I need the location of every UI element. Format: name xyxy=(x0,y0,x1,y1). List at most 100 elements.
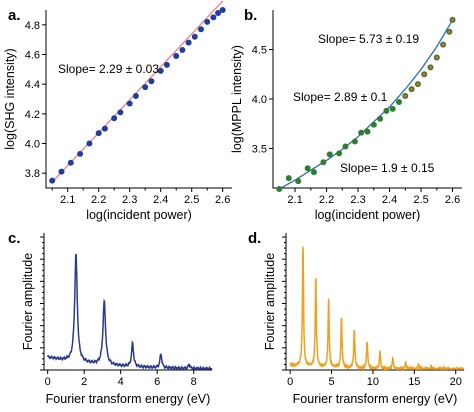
data-point-overlay xyxy=(441,43,445,47)
x-tick-label: 2.3 xyxy=(122,194,137,206)
x-tick-label: 2.2 xyxy=(319,194,334,206)
data-point xyxy=(383,107,390,114)
y-tick-label: 4.5 xyxy=(252,45,267,57)
slope-annotation: Slope= 5.73 ± 0.19 xyxy=(318,32,419,46)
spectrum-line xyxy=(46,253,213,371)
x-axis-label: log(incident power) xyxy=(86,208,192,222)
slope-annotation: Slope= 2.89 ± 0.1 xyxy=(293,90,388,104)
x-tick-label: 2 xyxy=(81,376,87,388)
y-axis-label: log(SHG intensity) xyxy=(3,48,17,149)
data-point-overlay xyxy=(422,72,426,76)
data-point xyxy=(77,150,84,157)
panel-label: c. xyxy=(8,230,21,247)
data-point-overlay xyxy=(410,87,414,91)
data-point xyxy=(86,140,93,147)
x-tick-label: 6 xyxy=(154,376,160,388)
spectrum-line xyxy=(289,246,465,372)
data-point xyxy=(285,175,292,182)
data-point xyxy=(67,159,74,166)
y-axis-label: log(MPPL intensity) xyxy=(230,45,244,153)
data-point xyxy=(210,14,217,21)
data-point xyxy=(173,52,180,59)
data-point xyxy=(49,177,56,184)
data-point xyxy=(377,115,384,122)
data-point xyxy=(336,150,343,157)
data-point xyxy=(370,121,377,128)
data-point xyxy=(304,165,311,172)
data-point xyxy=(132,93,139,100)
data-point xyxy=(219,7,226,13)
data-point xyxy=(320,159,327,166)
data-point xyxy=(163,61,170,68)
data-point xyxy=(204,18,211,25)
data-point-overlay xyxy=(428,65,433,69)
panel-label: d. xyxy=(248,230,261,247)
axis-frame xyxy=(285,233,464,371)
axis-frame xyxy=(45,10,232,189)
data-point xyxy=(198,26,204,33)
x-tick-label: 2.4 xyxy=(382,194,397,206)
axis-frame xyxy=(272,10,462,189)
y-axis-label: Fourier amplitude xyxy=(263,253,277,350)
y-tick-label: 4.0 xyxy=(252,94,267,106)
y-tick-label: 4.2 xyxy=(25,109,40,121)
data-point xyxy=(185,39,192,46)
data-point xyxy=(117,109,124,116)
data-point xyxy=(111,115,118,122)
data-point xyxy=(148,78,155,85)
x-axis-label: Fourier transform energy (eV) xyxy=(293,392,458,406)
y-tick-label: 4.8 xyxy=(25,20,40,32)
x-tick-label: 0 xyxy=(45,376,51,388)
y-tick-label: 4.4 xyxy=(25,79,40,91)
x-tick-label: 2.4 xyxy=(153,194,168,206)
data-point xyxy=(351,138,358,145)
data-point-overlay xyxy=(447,30,451,34)
data-point xyxy=(179,47,186,54)
x-tick-label: 2.1 xyxy=(60,194,75,206)
data-point xyxy=(295,178,302,185)
x-tick-label: 10 xyxy=(367,376,379,388)
data-point xyxy=(215,9,222,16)
data-point xyxy=(396,98,402,105)
data-point xyxy=(364,128,371,135)
x-tick-label: 0 xyxy=(287,376,293,388)
y-tick-label: 4.6 xyxy=(25,50,40,62)
x-axis-label: Fourier transform energy (eV) xyxy=(46,392,211,406)
y-tick-label: 4.0 xyxy=(25,139,40,151)
panel-label: a. xyxy=(8,7,21,24)
data-point xyxy=(95,130,102,137)
data-point-overlay xyxy=(403,94,407,98)
y-axis-label: Fourier amplitude xyxy=(21,253,35,350)
x-axis-label: log(incident power) xyxy=(315,208,421,222)
data-point-overlay xyxy=(416,82,420,86)
data-point xyxy=(326,151,333,158)
data-point xyxy=(358,129,365,136)
data-point xyxy=(191,33,198,40)
panel-label: b. xyxy=(244,7,257,24)
data-point xyxy=(342,143,349,150)
x-tick-label: 2.2 xyxy=(91,194,106,206)
x-tick-label: 20 xyxy=(450,376,462,388)
slope-annotation: Slope= 2.29 ± 0.03 xyxy=(58,62,159,76)
data-point xyxy=(389,105,396,112)
x-tick-label: 2.6 xyxy=(445,194,460,206)
data-point xyxy=(142,84,149,91)
x-tick-label: 15 xyxy=(408,376,420,388)
data-point-overlay xyxy=(450,18,455,22)
data-point xyxy=(58,168,65,175)
x-tick-label: 2.5 xyxy=(413,194,428,206)
data-point xyxy=(157,67,164,74)
x-tick-label: 5 xyxy=(328,376,334,388)
x-tick-label: 2.6 xyxy=(215,194,230,206)
data-point xyxy=(310,169,317,176)
x-tick-label: 8 xyxy=(191,376,197,388)
axis-frame xyxy=(43,233,212,371)
data-point xyxy=(126,100,133,107)
x-tick-label: 2.3 xyxy=(350,194,365,206)
x-tick-label: 2.5 xyxy=(184,194,199,206)
x-tick-label: 2.1 xyxy=(287,194,302,206)
data-point xyxy=(101,125,108,132)
data-point-overlay xyxy=(435,55,439,60)
slope-annotation: Slope= 1.9 ± 0.15 xyxy=(340,161,435,175)
